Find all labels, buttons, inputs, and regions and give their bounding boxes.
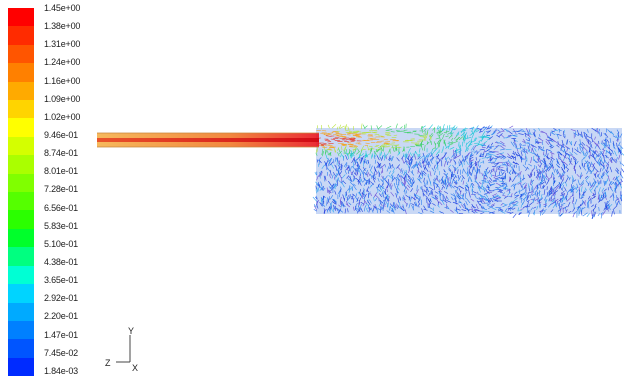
legend-tick-label: 1.47e-01 <box>44 329 78 340</box>
legend-swatch <box>8 173 34 193</box>
legend-swatch <box>8 284 34 303</box>
legend-tick-label: 5.83e-01 <box>44 220 78 231</box>
legend-swatch <box>8 192 34 211</box>
legend-swatch <box>8 210 34 229</box>
legend-tick-label: 9.46e-01 <box>44 129 78 140</box>
legend-swatch <box>8 136 34 156</box>
legend-tick-label: 8.74e-01 <box>44 148 78 159</box>
legend-tick-label: 1.84e-03 <box>44 365 78 376</box>
legend-swatch <box>8 81 34 101</box>
legend-swatch <box>8 100 34 119</box>
chamber-region <box>312 123 624 219</box>
legend-swatch <box>8 26 34 45</box>
legend-swatch <box>8 339 34 358</box>
legend-tick-label: 1.24e+00 <box>44 57 81 68</box>
legend-swatch <box>8 118 34 137</box>
legend-tick-label: 1.38e+00 <box>44 21 81 32</box>
legend-tick-label: 1.45e+00 <box>44 3 81 13</box>
legend-tick-label: 2.20e-01 <box>44 311 78 322</box>
legend-swatch <box>8 155 34 174</box>
legend-tick-label: 4.38e-01 <box>44 256 78 267</box>
legend-swatch <box>8 44 34 64</box>
legend-swatch <box>8 247 34 266</box>
legend-tick-label: 7.45e-02 <box>44 347 78 358</box>
axis-z-label: Z <box>105 358 111 368</box>
legend-tick-label: 7.28e-01 <box>44 184 78 195</box>
colormap-legend-labels: 1.45e+00 1.38e+00 1.31e+00 1.24e+00 1.16e+00… <box>44 4 80 376</box>
legend-swatch <box>8 228 34 248</box>
legend-swatch <box>8 8 34 27</box>
axis-y-label: Y <box>128 326 134 336</box>
legend-tick-label: 2.92e-01 <box>44 293 78 304</box>
legend-swatch <box>8 265 34 285</box>
colormap-legend-bar <box>8 8 34 377</box>
legend-tick-label: 1.09e+00 <box>44 93 81 104</box>
legend-swatch <box>8 320 34 340</box>
legend-tick-label: 1.16e+00 <box>44 75 81 86</box>
legend-tick-label: 1.02e+00 <box>44 111 81 122</box>
legend-tick-label: 5.10e-01 <box>44 238 78 249</box>
legend-tick-label: 3.65e-01 <box>44 275 78 286</box>
axis-triad: Y Z X <box>105 326 138 372</box>
legend-swatch <box>8 357 34 377</box>
inlet-jet <box>97 132 319 148</box>
axis-x-label: X <box>132 363 138 372</box>
legend-tick-label: 8.01e-01 <box>44 166 78 177</box>
legend-tick-label: 1.31e+00 <box>44 39 81 50</box>
legend-swatch <box>8 302 34 321</box>
legend-tick-label: 6.56e-01 <box>44 202 78 213</box>
legend-swatch <box>8 63 34 82</box>
